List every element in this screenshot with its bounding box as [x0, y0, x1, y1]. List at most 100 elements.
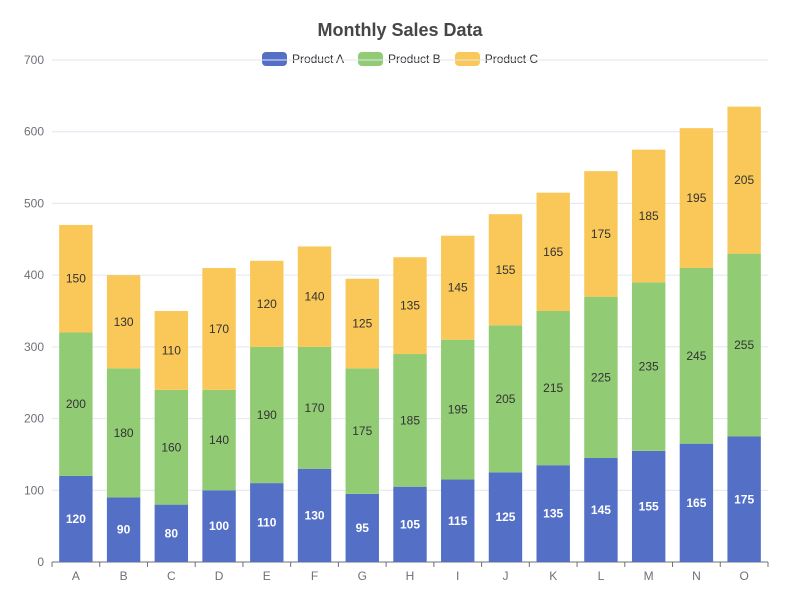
- data-label: 170: [305, 401, 325, 415]
- bar-product-b[interactable]: [727, 253, 761, 437]
- legend-label-product-c: Product C: [484, 52, 539, 66]
- x-tick-label: A: [72, 569, 80, 583]
- y-tick-label: 700: [24, 53, 44, 67]
- data-label: 215: [543, 381, 563, 395]
- bar-product-c[interactable]: [297, 246, 332, 347]
- legend-item-product-a[interactable]: Product A: [261, 52, 344, 66]
- bar-product-a[interactable]: [297, 468, 332, 562]
- bar-product-b[interactable]: [536, 311, 570, 466]
- bar-product-a[interactable]: [393, 486, 427, 562]
- data-label: 90: [117, 523, 131, 537]
- x-tick-label: L: [598, 569, 605, 583]
- x-tick-label: G: [358, 569, 367, 583]
- bar-product-a[interactable]: [536, 465, 570, 562]
- bar-product-b[interactable]: [106, 368, 141, 498]
- bar-product-a[interactable]: [631, 450, 666, 562]
- x-tick-label: I: [456, 569, 459, 583]
- data-label: 140: [305, 290, 325, 304]
- legend: Product A Product B Product C: [0, 52, 800, 66]
- x-tick-label: F: [311, 569, 318, 583]
- data-label: 175: [352, 424, 372, 438]
- data-label: 130: [305, 508, 325, 522]
- bar-product-a[interactable]: [250, 483, 284, 562]
- bar-product-c[interactable]: [727, 106, 761, 254]
- bar-product-b[interactable]: [679, 267, 714, 444]
- legend-item-product-b[interactable]: Product B: [357, 52, 441, 66]
- bar-product-c[interactable]: [106, 275, 141, 369]
- data-label: 185: [400, 413, 420, 427]
- bar-product-a[interactable]: [441, 479, 475, 562]
- legend-swatch-product-a: [261, 52, 287, 66]
- bar-product-a[interactable]: [59, 475, 93, 562]
- bar-product-b[interactable]: [488, 325, 523, 473]
- data-label: 125: [495, 510, 515, 524]
- bar-product-b[interactable]: [345, 368, 379, 494]
- bar-product-b[interactable]: [154, 389, 189, 505]
- bar-product-c[interactable]: [345, 278, 379, 369]
- bar-product-a[interactable]: [679, 443, 714, 562]
- bar-product-c[interactable]: [679, 128, 714, 268]
- bar-product-c[interactable]: [59, 224, 93, 333]
- bar-product-a[interactable]: [727, 436, 761, 563]
- bar-product-b[interactable]: [584, 296, 618, 459]
- data-label: 120: [257, 297, 277, 311]
- data-label: 100: [209, 519, 229, 533]
- bar-product-b[interactable]: [297, 346, 332, 469]
- data-label: 120: [66, 512, 86, 526]
- y-tick-label: 500: [24, 196, 44, 210]
- y-tick-label: 100: [24, 483, 44, 497]
- data-label: 195: [686, 191, 706, 205]
- bar-product-c[interactable]: [584, 171, 618, 297]
- legend-item-product-c[interactable]: Product C: [454, 52, 539, 66]
- x-tick-label: D: [215, 569, 224, 583]
- bar-product-c[interactable]: [536, 192, 570, 311]
- data-label: 160: [161, 440, 181, 454]
- data-label: 190: [257, 408, 277, 422]
- data-label: 225: [591, 370, 611, 384]
- x-tick-label: K: [549, 569, 557, 583]
- bar-product-b[interactable]: [59, 332, 93, 476]
- data-label: 110: [162, 343, 181, 357]
- data-label: 170: [209, 322, 229, 336]
- bar-product-a[interactable]: [488, 472, 523, 562]
- data-label: 125: [352, 317, 372, 331]
- data-label: 135: [543, 507, 563, 521]
- data-label: 205: [734, 173, 754, 187]
- data-label: 185: [639, 209, 659, 223]
- bar-product-c[interactable]: [631, 149, 666, 283]
- data-label: 135: [400, 299, 420, 313]
- x-tick-label: M: [644, 569, 654, 583]
- bar-product-c[interactable]: [250, 260, 284, 347]
- bar-product-a[interactable]: [106, 497, 141, 562]
- legend-swatch-product-b: [357, 52, 383, 66]
- bar-product-a[interactable]: [154, 504, 189, 562]
- data-label: 130: [114, 315, 134, 329]
- x-tick-label: J: [502, 569, 508, 583]
- y-tick-label: 0: [37, 555, 44, 569]
- bar-product-c[interactable]: [441, 235, 475, 340]
- data-label: 245: [686, 349, 706, 363]
- data-label: 155: [639, 499, 659, 513]
- bar-product-c[interactable]: [154, 311, 189, 390]
- legend-label-product-b: Product B: [387, 52, 441, 66]
- legend-swatch-product-c: [454, 52, 480, 66]
- bar-product-b[interactable]: [250, 346, 284, 484]
- bar-product-c[interactable]: [202, 267, 236, 390]
- bar-product-c[interactable]: [488, 214, 523, 326]
- bar-product-a[interactable]: [202, 490, 236, 562]
- data-label: 145: [591, 503, 611, 517]
- bar-product-c[interactable]: [393, 257, 427, 355]
- data-label: 195: [448, 403, 468, 417]
- data-label: 95: [356, 521, 370, 535]
- data-label: 165: [686, 496, 706, 510]
- bar-product-b[interactable]: [393, 354, 427, 487]
- y-tick-label: 400: [24, 268, 44, 282]
- y-tick-label: 200: [24, 412, 44, 426]
- bar-product-a[interactable]: [345, 493, 379, 562]
- bar-product-b[interactable]: [202, 389, 236, 491]
- bar-product-b[interactable]: [631, 282, 666, 451]
- bar-product-a[interactable]: [584, 458, 618, 562]
- data-label: 105: [400, 517, 420, 531]
- y-tick-label: 600: [24, 125, 44, 139]
- bar-product-b[interactable]: [441, 339, 475, 480]
